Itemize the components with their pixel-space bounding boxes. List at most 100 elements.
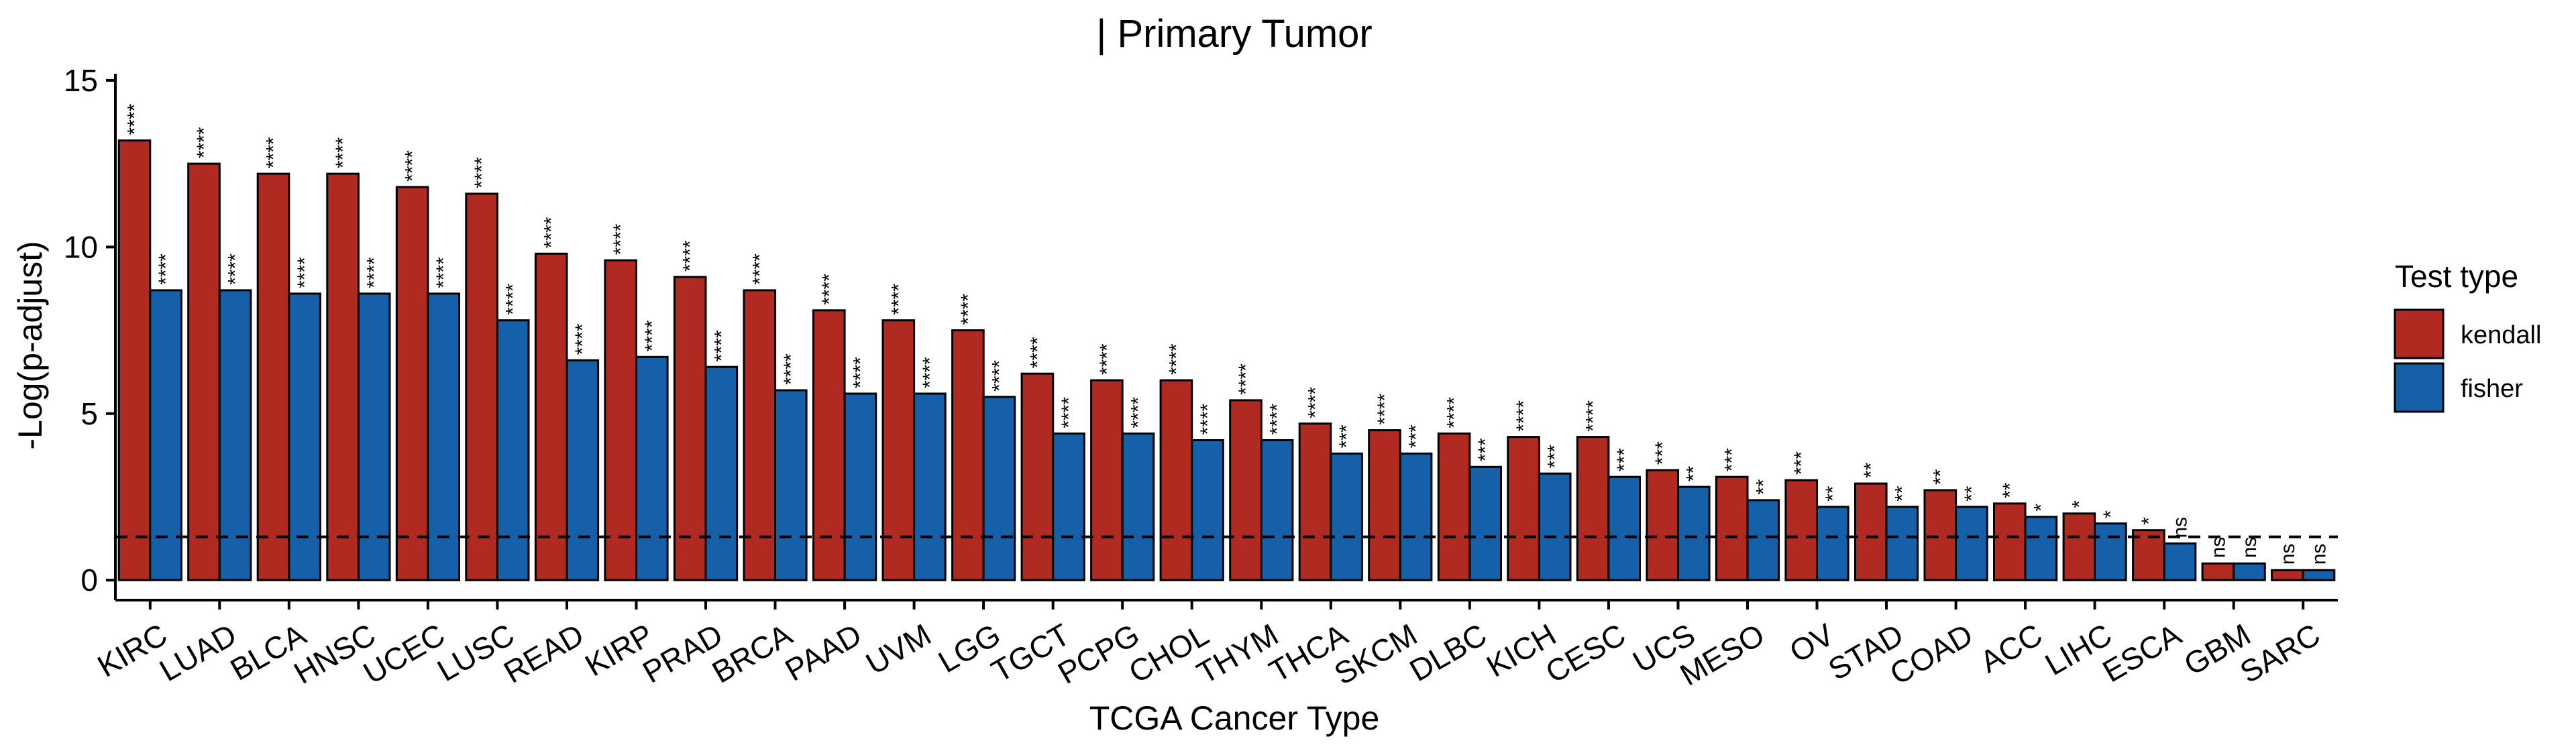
bar-kendall-kich [1507,436,1540,581]
bar-fisher-ucec [427,292,461,581]
y-tick-label: 15 [64,63,98,98]
x-tick-label-acc: ACC [1974,617,2048,680]
legend-title: Test type [2395,259,2518,294]
sig-label-kendall-luad: **** [193,127,215,158]
bar-fisher-thym [1260,439,1294,581]
bar-kendall-thca [1298,422,1332,581]
sig-label-kendall-ucs: *** [1652,441,1674,465]
bar-fisher-tgct [1052,432,1085,581]
bar-fisher-cesc [1607,475,1641,581]
bar-kendall-paad [812,309,846,581]
bar-kendall-ucs [1646,469,1679,581]
x-tick-label-prad: PRAD [637,617,729,690]
bar-fisher-ucs [1677,485,1711,581]
x-tick-label-kirc: KIRC [91,617,172,684]
sig-label-kendall-read: **** [541,217,563,248]
sig-label-fisher-kirc: **** [155,253,177,285]
x-tick-label-brca: BRCA [706,617,798,690]
sig-label-kendall-coad: ** [1929,469,1951,485]
legend-label-fisher: fisher [2461,375,2523,403]
sig-label-kendall-kirp: **** [610,223,632,255]
x-tick-label-pcpg: PCPG [1052,617,1145,691]
sig-label-fisher-kirp: **** [641,320,663,351]
bar-kendall-stad [1854,482,1888,581]
bar-fisher-lusc [496,319,530,581]
bar-fisher-meso [1746,499,1780,581]
sig-label-kendall-sarc: ns [2277,544,2299,565]
bar-fisher-coad [1955,506,1988,581]
bar-fisher-brca [774,389,808,581]
sig-label-fisher-luad: **** [225,253,247,285]
bar-kendall-gbm [2201,562,2235,581]
plot-area: ******** **** **** **** ******** ******** ****… [64,63,2338,692]
sig-label-fisher-uvm: **** [919,357,941,388]
sig-label-fisher-ov: ** [1822,485,1844,502]
bar-kendall-lusc [465,192,498,581]
sig-label-fisher-esca: ns [2169,517,2192,538]
sig-label-fisher-lusc: **** [502,284,525,315]
x-tick-label-sarc: SARC [2234,617,2326,690]
sig-label-kendall-thym: **** [1235,363,1257,395]
bar-kendall-brca [743,289,777,581]
y-axis-title: -Log(p-adjust) [11,241,49,449]
x-tick-label-ucec: UCEC [358,617,451,691]
sig-label-fisher-gbm: ns [2239,537,2261,559]
sig-label-kendall-meso: *** [1721,448,1743,471]
x-tick-label-dlbc: DLBC [1403,617,1492,688]
sig-label-kendall-ucec: **** [402,150,424,182]
sig-label-kendall-chol: **** [1165,343,1187,375]
sig-label-fisher-coad: ** [1961,485,1983,502]
x-tick-label-hnsc: HNSC [288,617,381,691]
bar-fisher-prad [704,365,739,581]
legend: Test type kendall fisher [2394,259,2541,413]
sig-label-kendall-lgg: **** [957,294,979,325]
sig-label-fisher-read: **** [572,323,594,355]
bar-fisher-dlbc [1468,465,1502,581]
sig-label-kendall-lihc: * [2068,500,2090,508]
sig-label-fisher-prad: **** [710,330,733,361]
sig-label-kendall-acc: ** [1999,482,2021,498]
x-tick-label-coad: COAD [1884,617,1978,691]
bar-fisher-blca [288,292,321,581]
sig-label-kendall-kich: **** [1513,400,1535,432]
bar-fisher-acc [2024,516,2058,581]
bar-kendall-acc [1993,502,2027,581]
x-tick-label-lusc: LUSC [431,617,520,688]
bar-fisher-stad [1885,506,1919,581]
bar-fisher-skcm [1399,452,1433,581]
sig-label-fisher-brca: **** [780,353,802,385]
bar-kendall-uvm [881,319,916,581]
legend-label-kendall: kendall [2461,321,2541,349]
x-tick-label-cesc: CESC [1540,617,1631,690]
sig-label-fisher-thca: *** [1336,424,1358,448]
bar-fisher-chol [1191,439,1224,581]
bar-fisher-ov [1816,506,1849,581]
sig-label-fisher-blca: **** [294,257,316,288]
bar-kendall-chol [1159,379,1193,581]
y-tick-label: 0 [80,563,98,597]
sig-label-fisher-tgct: **** [1058,397,1080,428]
bar-kendall-prad [673,276,707,581]
bar-kendall-ucec [395,186,429,581]
x-axis-title: TCGA Cancer Type [1089,699,1380,737]
sig-label-fisher-stad: ** [1891,485,1913,502]
sig-label-fisher-meso: ** [1752,479,1774,495]
sig-label-kendall-esca: * [2138,517,2160,525]
bar-kendall-dlbc [1437,432,1471,581]
bar-fisher-kirc [149,289,182,581]
bar-fisher-paad [843,392,877,581]
sig-label-kendall-dlbc: **** [1444,397,1466,428]
sig-label-kendall-ov: *** [1790,451,1813,475]
sig-label-kendall-hnsc: **** [332,137,354,168]
x-tick-label-luad: LUAD [154,617,242,688]
sig-label-fisher-cesc: *** [1613,448,1635,471]
sig-label-fisher-ucs: ** [1683,465,1705,481]
x-tick-label-read: READ [498,617,590,690]
bar-fisher-lihc [2094,522,2127,581]
sig-label-kendall-cesc: **** [1582,400,1605,432]
bar-kendall-kirc [117,139,152,581]
sig-label-kendall-pcpg: **** [1096,343,1118,375]
sig-label-fisher-paad: **** [849,357,871,388]
bar-kendall-thym [1229,399,1263,581]
sig-label-fisher-lgg: **** [988,360,1010,392]
